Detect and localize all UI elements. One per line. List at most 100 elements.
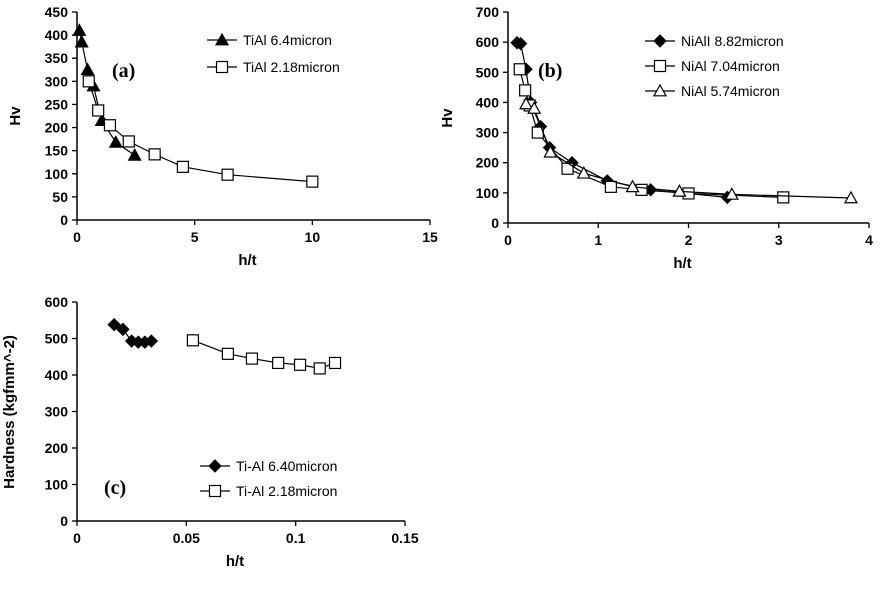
y-axis-title: Hardness (kgfmm^-2): [1, 335, 18, 489]
panel-label: (c): [104, 477, 126, 499]
y-tick-label: 500: [45, 331, 69, 347]
y-tick-label: 0: [491, 215, 499, 231]
series-line: [525, 103, 851, 199]
y-tick-label: 700: [476, 4, 500, 20]
x-tick-label: 0.1: [286, 530, 306, 546]
series-line: [88, 81, 313, 183]
y-axis-title: Hv: [439, 108, 456, 128]
x-axis-title: h/t: [673, 255, 691, 272]
data-point: [82, 75, 95, 88]
data-point: [724, 187, 739, 200]
legend-marker: [208, 484, 222, 498]
data-point: [625, 179, 640, 193]
y-tick-label: 300: [45, 73, 69, 89]
data-point: [122, 135, 135, 148]
data-point: [108, 135, 123, 148]
y-axis-title: Hv: [7, 106, 24, 126]
x-tick-label: 0.05: [173, 530, 200, 546]
legend-label: NiAl 7.04micron: [681, 58, 780, 74]
data-point: [843, 190, 858, 204]
legend-marker: [215, 60, 229, 74]
data-point: [148, 148, 161, 161]
y-tick-label: 200: [45, 120, 69, 136]
data-point: [116, 322, 130, 337]
data-point: [221, 168, 234, 181]
legend-marker: [653, 34, 667, 48]
data-point: [604, 180, 617, 193]
data-point: [293, 358, 307, 371]
data-point: [543, 144, 558, 158]
x-tick-label: 3: [775, 232, 783, 248]
y-tick-label: 350: [45, 50, 69, 66]
legend-entry: TiAl 6.4micron: [207, 32, 332, 48]
x-tick-label: 0: [73, 530, 81, 546]
data-point: [519, 84, 532, 97]
legend-label: TiAl 2.18micron: [243, 59, 340, 75]
x-tick-label: 5: [191, 229, 199, 245]
legend-label: NiAl 5.74micron: [681, 83, 780, 99]
y-tick-label: 50: [52, 189, 68, 205]
y-tick-label: 100: [476, 185, 500, 201]
y-tick-label: 450: [45, 4, 69, 20]
data-point: [72, 23, 87, 36]
legend-label: TiAl 6.4micron: [243, 32, 332, 48]
x-axis-title: h/t: [238, 252, 256, 269]
data-point: [103, 119, 117, 132]
data-point: [527, 101, 542, 114]
y-tick-label: 250: [45, 96, 69, 112]
data-point: [144, 334, 159, 348]
chart-panel-2: 0 100 200 300 400 500 600 700 0 1 2 3 4 h/t Hv (b) NiAlI…: [439, 4, 873, 272]
y-tick-label: 100: [45, 477, 69, 493]
data-point: [672, 184, 687, 197]
data-point: [272, 356, 285, 370]
data-point: [519, 96, 534, 110]
legend-marker: [653, 59, 667, 73]
series-2: [186, 334, 342, 375]
legend-entry: Ti-Al 6.40micron: [200, 458, 337, 474]
series-1: [107, 317, 159, 349]
y-tick-label: 0: [60, 212, 68, 228]
y-tick-label: 400: [45, 367, 69, 383]
x-tick-label: 10: [305, 229, 321, 245]
y-tick-label: 600: [45, 294, 69, 310]
y-tick-label: 400: [476, 94, 500, 110]
y-tick-label: 150: [45, 143, 69, 159]
x-tick-label: 0.15: [391, 530, 418, 546]
data-point: [107, 317, 121, 332]
y-tick-label: 400: [45, 27, 69, 43]
y-tick-label: 600: [476, 34, 500, 50]
legend-marker: [214, 32, 230, 46]
data-point: [313, 362, 326, 375]
panel-label: (a): [112, 60, 135, 82]
series-2: [82, 75, 319, 188]
data-point: [245, 352, 259, 365]
legend-label: NiAlI 8.82micron: [681, 33, 784, 49]
chart-panel-1: 0 50 100 150 200 250 300 350 400 450 0 5 10 15 h/t Hv (a…: [7, 4, 438, 269]
legend-entry: Ti-Al 2.18micron: [200, 483, 337, 499]
data-point: [92, 104, 105, 117]
y-tick-label: 100: [45, 166, 69, 182]
panel-label: (b): [538, 60, 562, 82]
x-tick-label: 4: [865, 232, 873, 248]
data-point: [576, 166, 591, 179]
x-tick-label: 15: [422, 229, 438, 245]
data-point: [186, 334, 199, 347]
y-tick-label: 300: [476, 125, 500, 141]
data-point: [176, 160, 189, 173]
data-point: [513, 63, 526, 76]
x-tick-label: 2: [685, 232, 693, 248]
y-tick-label: 500: [476, 64, 500, 80]
y-tick-label: 200: [476, 155, 500, 171]
y-tick-label: 0: [60, 513, 68, 529]
x-axis-title: h/t: [226, 553, 244, 570]
data-point: [328, 356, 342, 370]
chart-panel-3: 0 100 200 300 400 500 600 0 0.05 0.1 0.15 h/t Hardne…: [1, 294, 419, 570]
data-point: [306, 175, 319, 188]
data-point: [127, 148, 142, 161]
y-tick-label: 200: [45, 440, 69, 456]
series-3: [519, 96, 858, 204]
data-point: [74, 34, 89, 48]
legend-entry: NiAl 7.04micron: [645, 58, 780, 74]
legend-marker: [652, 83, 668, 97]
